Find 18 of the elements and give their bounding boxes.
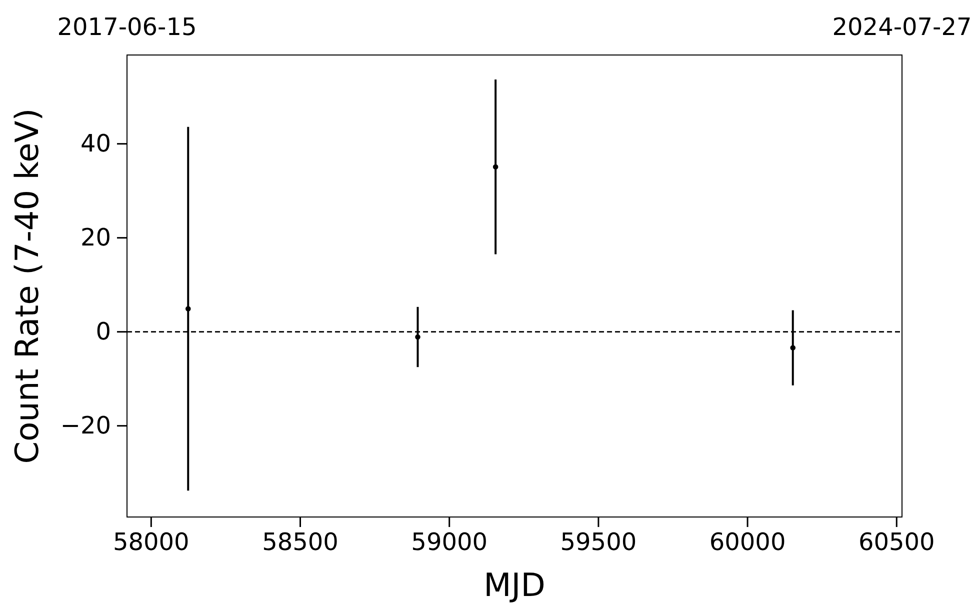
x-axis-title: MJD: [484, 566, 546, 604]
point: [185, 306, 191, 312]
x2-tick-label: 2024-07-27: [832, 13, 972, 41]
y-tick-label: −20: [60, 412, 111, 440]
x-tick-label: 59000: [411, 528, 488, 556]
y-tick-label: 40: [80, 130, 111, 158]
point: [492, 164, 498, 170]
y-axis-title: Count Rate (7-40 keV): [8, 108, 46, 464]
x2-tick-label: 2017-06-15: [57, 13, 197, 41]
x-tick-label: 58000: [112, 528, 190, 556]
x-tick-label: 58500: [262, 528, 338, 556]
y-tick-label: 0: [96, 318, 111, 346]
point: [415, 334, 420, 340]
x-tick-label: 59500: [560, 528, 637, 556]
x-tick-label: 60000: [709, 528, 786, 556]
point: [790, 345, 796, 350]
y-tick-label: 20: [80, 224, 111, 252]
x-tick-label: 60500: [858, 528, 935, 556]
